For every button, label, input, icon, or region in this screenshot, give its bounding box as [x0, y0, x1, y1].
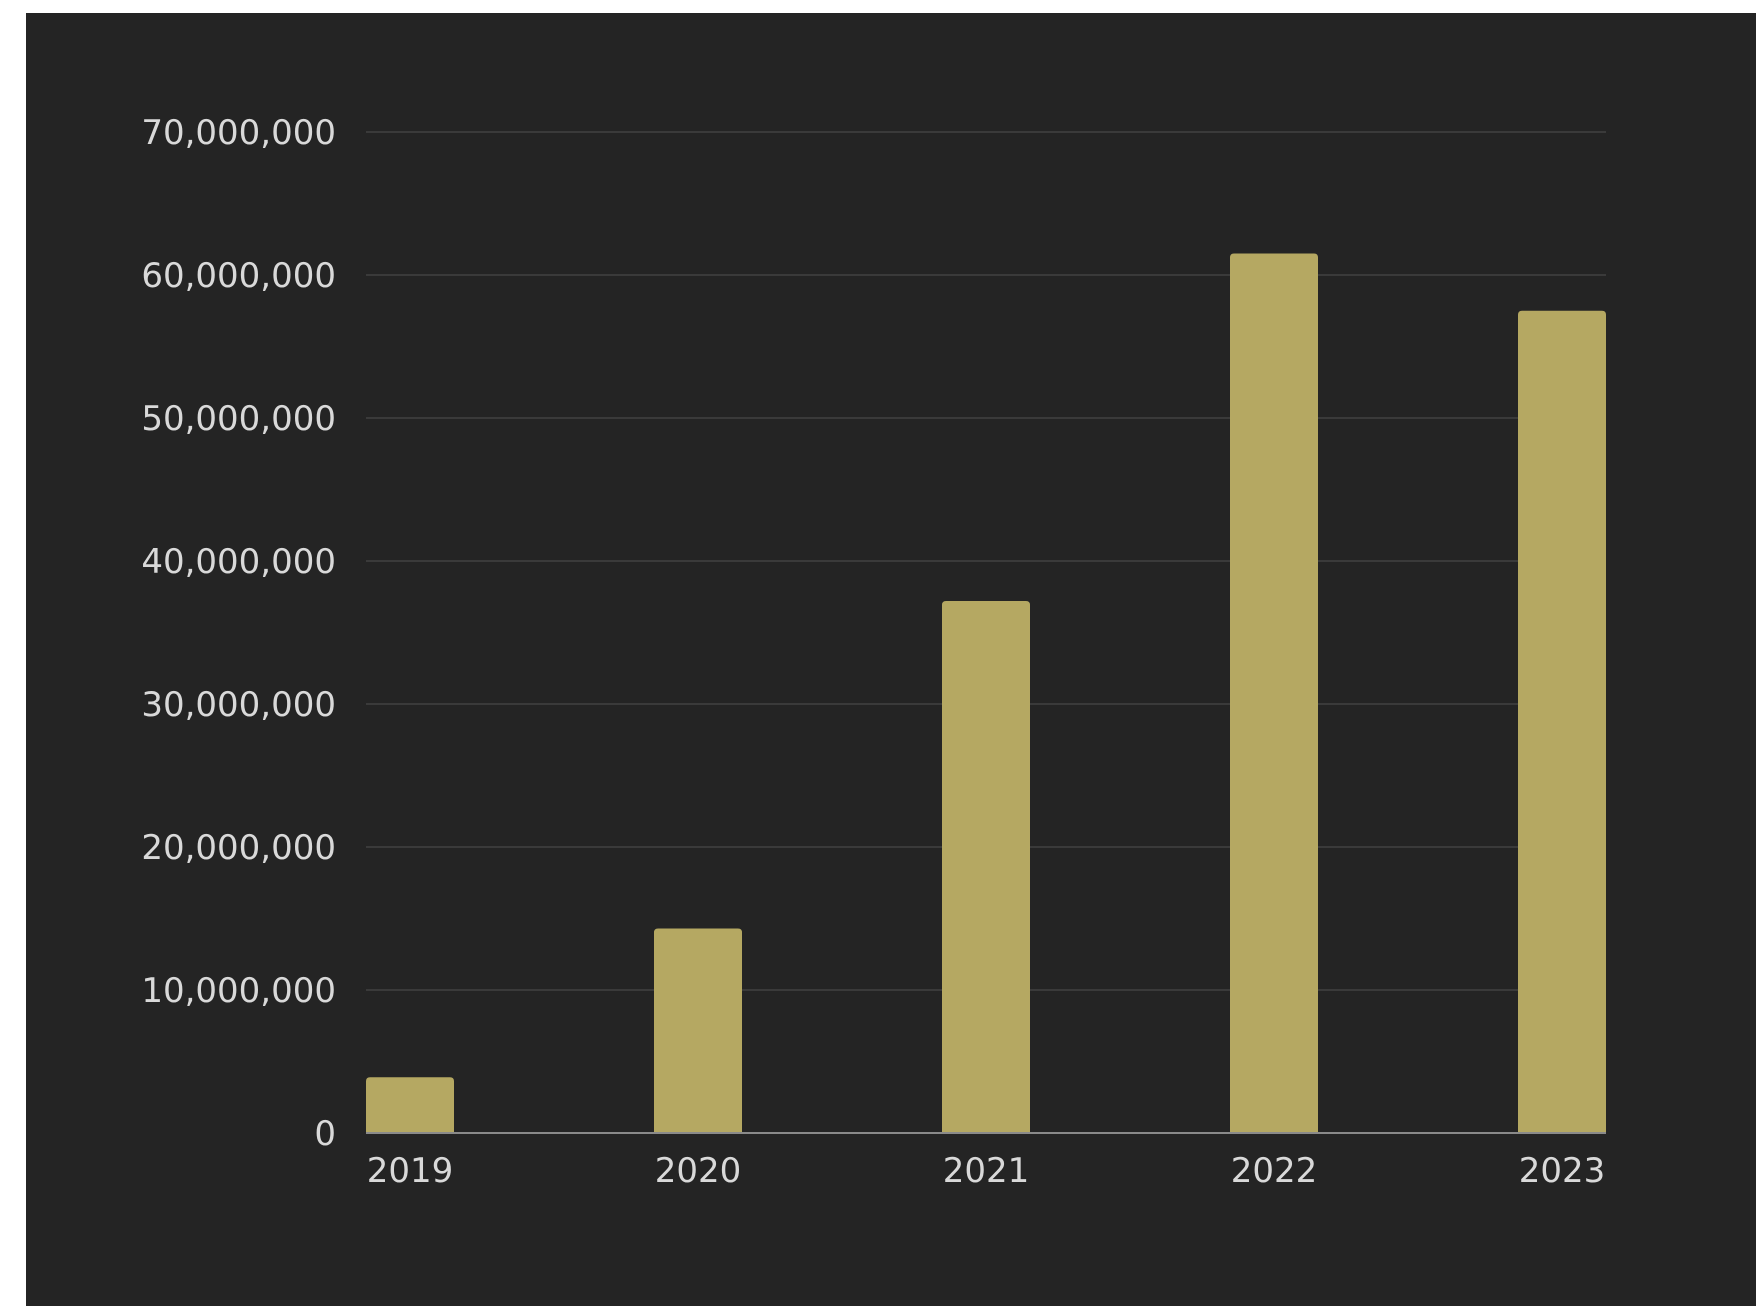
x-tick-label: 2023 [1519, 1151, 1606, 1191]
y-axis-ticks: 0 10,000,000 20,000,000 30,000,000 40,000,00… [141, 113, 336, 1154]
y-tick-label: 70,000,000 [141, 113, 336, 153]
bars [366, 253, 1606, 1134]
bar-2021 [942, 601, 1030, 1133]
y-tick-label: 50,000,000 [141, 399, 336, 439]
y-tick-label: 10,000,000 [141, 971, 336, 1011]
y-tick-label: 0 [314, 1114, 336, 1154]
y-tick-label: 60,000,000 [141, 256, 336, 296]
y-tick-label: 40,000,000 [141, 542, 336, 582]
chart-panel [26, 13, 1756, 1306]
bar-2019 [366, 1077, 454, 1133]
y-tick-label: 30,000,000 [141, 685, 336, 725]
x-tick-label: 2021 [943, 1151, 1030, 1191]
x-axis-ticks: 2019 2020 2021 2022 2023 [367, 1151, 1606, 1191]
y-tick-label: 20,000,000 [141, 828, 336, 868]
x-tick-label: 2022 [1231, 1151, 1318, 1191]
bar-2023 [1518, 310, 1606, 1133]
x-tick-label: 2020 [655, 1151, 742, 1191]
bar-2022 [1230, 253, 1318, 1134]
bar-2020 [654, 928, 742, 1133]
x-tick-label: 2019 [367, 1151, 454, 1191]
